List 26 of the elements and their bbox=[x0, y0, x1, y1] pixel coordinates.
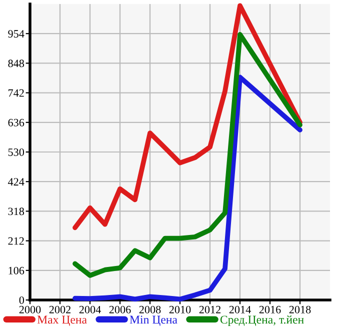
y-tick-label: 530 bbox=[8, 148, 24, 156]
y-tick-label: 636 bbox=[8, 118, 24, 126]
x-tick-label: 2018 bbox=[289, 306, 311, 314]
x-tick-label: 2010 bbox=[169, 306, 191, 314]
line-series bbox=[72, 3, 302, 230]
x-tick-label: 2002 bbox=[49, 306, 70, 314]
x-tick-label: 2004 bbox=[79, 306, 101, 314]
y-tick-label: 0 bbox=[19, 296, 24, 304]
legend-label: Сред.Цена, т.йен bbox=[220, 315, 304, 326]
legend-label: Min Цена bbox=[130, 316, 178, 326]
y-tick-label: 212 bbox=[8, 237, 24, 245]
y-tick-label: 848 bbox=[8, 60, 24, 68]
line-series bbox=[72, 32, 302, 278]
legend-label: Max Цена bbox=[37, 316, 87, 326]
y-tick-label: 742 bbox=[8, 89, 24, 97]
line-series bbox=[72, 74, 302, 302]
x-tick-label: 2008 bbox=[139, 306, 161, 314]
x-tick-label: 2000 bbox=[19, 306, 41, 314]
y-tick-label: 106 bbox=[8, 266, 24, 274]
x-tick-label: 2014 bbox=[229, 306, 251, 314]
x-tick-label: 2016 bbox=[259, 306, 281, 314]
x-tick-label: 2006 bbox=[109, 306, 131, 314]
x-tick-label: 2012 bbox=[199, 306, 220, 314]
y-tick-label: 424 bbox=[8, 178, 24, 186]
y-tick-label: 318 bbox=[8, 208, 24, 216]
y-tick-label: 954 bbox=[8, 30, 24, 38]
